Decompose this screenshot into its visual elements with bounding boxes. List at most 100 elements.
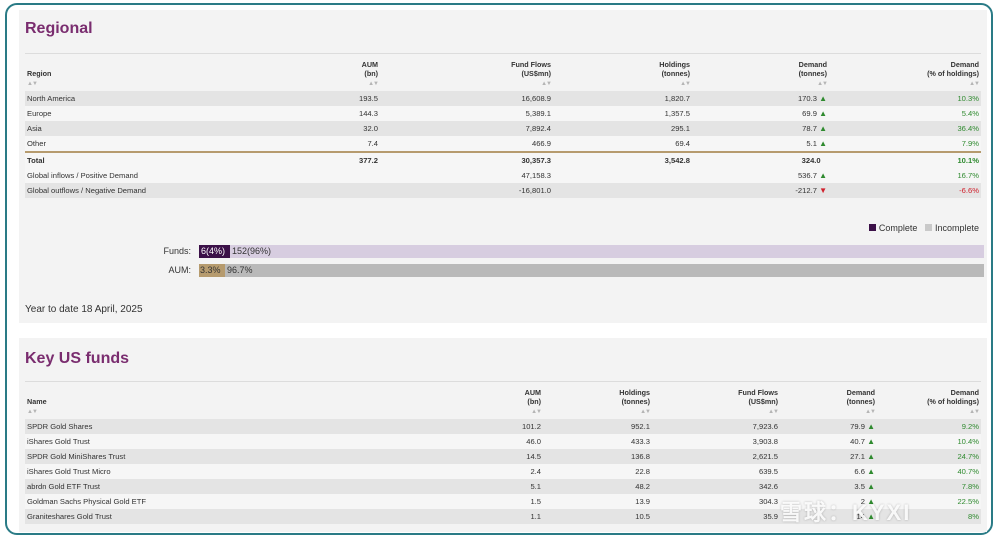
demand-cell: 2 ▲ — [780, 494, 877, 509]
flows-value: 16,608.9 — [380, 91, 553, 106]
regional-table: Region AUM (bn) Fund Flows (US$mn) Holding… — [25, 53, 981, 198]
complete-swatch — [868, 224, 876, 231]
flows-value: 2,621.5 — [652, 449, 780, 464]
up-arrow-icon: ▲ — [819, 94, 827, 103]
fund-name[interactable]: Graniteshares Gold Trust — [25, 509, 347, 524]
sort-icon[interactable]: ▲▼ — [531, 409, 542, 415]
header-holdings[interactable]: Holdings (tonnes) — [543, 381, 652, 406]
demand-cell: 324.0 — [692, 151, 829, 168]
funds-complete-text: 6(4%) — [201, 246, 226, 256]
funds-table: Name AUM (bn) Holdings (tonnes) Fund Flows… — [25, 381, 981, 524]
sort-icon[interactable]: ▲▼ — [969, 409, 980, 415]
demand-pct-value: 10.4% — [877, 434, 981, 449]
header-aum[interactable]: AUM (bn) — [347, 381, 543, 406]
sort-icon[interactable]: ▲▼ — [865, 409, 876, 415]
sort-icon[interactable]: ▲▼ — [817, 81, 828, 87]
demand-value: 170.3 — [797, 94, 817, 103]
flows-value: 342.6 — [652, 479, 780, 494]
holdings-value: 136.8 — [543, 449, 652, 464]
demand-cell: 14 ▲ — [780, 509, 877, 524]
up-arrow-icon: ▲ — [819, 139, 827, 148]
header-name[interactable]: Name — [25, 381, 347, 406]
header-region[interactable]: Region — [25, 53, 295, 78]
demand-value: 5.1 — [806, 139, 817, 148]
sort-icon[interactable]: ▲▼ — [969, 81, 980, 87]
holdings-value: 952.1 — [543, 419, 652, 434]
sort-icon[interactable]: ▲▼ — [768, 409, 779, 415]
watermark: 雪球：KYXI — [780, 500, 912, 525]
aum-value: 32.0 — [295, 121, 380, 136]
flows-value: 30,357.3 — [380, 151, 553, 168]
fund-name[interactable]: Goldman Sachs Physical Gold ETF — [25, 494, 347, 509]
holdings-value: 48.2 — [543, 479, 652, 494]
down-arrow-icon: ▼ — [819, 186, 827, 195]
demand-value: 3.5 — [854, 482, 865, 491]
total-label: Total — [25, 151, 295, 168]
header-demand[interactable]: Demand (tonnes) — [780, 381, 877, 406]
header-demand-pct[interactable]: Demand (% of holdings) — [877, 381, 981, 406]
demand-value: -212.7 — [795, 186, 817, 195]
holdings-value: 69.4 — [553, 136, 692, 152]
fund-name[interactable]: SPDR Gold Shares — [25, 419, 347, 434]
key-us-funds-panel: Key US funds Name AUM (bn) Holdings (tonne… — [19, 338, 987, 532]
demand-cell: 69.9 ▲ — [692, 106, 829, 121]
demand-cell: 5.1 ▲ — [692, 136, 829, 152]
fund-name[interactable]: iShares Gold Trust Micro — [25, 464, 347, 479]
demand-pct-value: 7.8% — [877, 479, 981, 494]
sort-icon[interactable]: ▲▼ — [27, 81, 38, 87]
demand-pct-value: 9.2% — [877, 419, 981, 434]
up-arrow-icon: ▲ — [819, 171, 827, 180]
up-arrow-icon: ▲ — [867, 452, 875, 461]
aum-value: 46.0 — [347, 434, 543, 449]
header-holdings[interactable]: Holdings (tonnes) — [553, 53, 692, 78]
header-fund-flows[interactable]: Fund Flows (US$mn) — [380, 53, 553, 78]
flows-value: 35.9 — [652, 509, 780, 524]
header-demand-pct[interactable]: Demand (% of holdings) — [829, 53, 981, 78]
demand-value: 78.7 — [802, 124, 817, 133]
flows-value: 466.9 — [380, 136, 553, 152]
fund-name[interactable]: SPDR Gold MiniShares Trust — [25, 449, 347, 464]
aum-value: 193.5 — [295, 91, 380, 106]
legend-incomplete: Incomplete — [934, 223, 979, 233]
holdings-value: 13.9 — [543, 494, 652, 509]
demand-cell: 79.9 ▲ — [780, 419, 877, 434]
demand-pct-value: 40.7% — [877, 464, 981, 479]
header-aum[interactable]: AUM (bn) — [295, 53, 380, 78]
demand-pct-value: 7.9% — [829, 136, 981, 152]
header-demand[interactable]: Demand (tonnes) — [692, 53, 829, 78]
sort-icon[interactable]: ▲▼ — [27, 409, 38, 415]
holdings-value: 10.5 — [543, 509, 652, 524]
table-row: Global inflows / Positive Demand 47,158.… — [25, 168, 981, 183]
demand-value: 6.6 — [854, 467, 865, 476]
demand-value: 40.7 — [850, 437, 865, 446]
sort-icon[interactable]: ▲▼ — [680, 81, 691, 87]
sort-icon[interactable]: ▲▼ — [541, 81, 552, 87]
header-fund-flows[interactable]: Fund Flows (US$mn) — [652, 381, 780, 406]
flows-value: 639.5 — [652, 464, 780, 479]
fund-name[interactable]: abrdn Gold ETF Trust — [25, 479, 347, 494]
flows-value: 5,389.1 — [380, 106, 553, 121]
sort-icon[interactable]: ▲▼ — [640, 409, 651, 415]
table-row: Graniteshares Gold Trust 1.1 10.5 35.9 14 ▲ 8… — [25, 509, 981, 524]
aum-complete-fill — [199, 264, 225, 277]
holdings-value: 295.1 — [553, 121, 692, 136]
flows-value: 7,892.4 — [380, 121, 553, 136]
content-frame: Regional Region AUM (bn) Fund Flows (US$mn… — [5, 3, 993, 535]
region-name: Europe — [25, 106, 295, 121]
regional-panel: Regional Region AUM (bn) Fund Flows (US$mn… — [19, 10, 987, 323]
demand-value: 14 — [856, 512, 865, 521]
holdings-value: 3,542.8 — [553, 151, 692, 168]
region-name: Global outflows / Negative Demand — [25, 183, 295, 198]
funds-incomplete-text: 152(96%) — [232, 246, 272, 256]
region-name: Other — [25, 136, 295, 152]
up-arrow-icon: ▲ — [819, 124, 827, 133]
aum-value: 5.1 — [347, 479, 543, 494]
demand-value: 2 — [860, 497, 865, 506]
fund-name[interactable]: iShares Gold Trust — [25, 434, 347, 449]
demand-pct-value: 36.4% — [829, 121, 981, 136]
flows-value: 304.3 — [652, 494, 780, 509]
region-name: Global inflows / Positive Demand — [25, 168, 295, 183]
demand-pct-value: 8% — [877, 509, 981, 524]
up-arrow-icon: ▲ — [867, 467, 875, 476]
sort-icon[interactable]: ▲▼ — [368, 81, 379, 87]
